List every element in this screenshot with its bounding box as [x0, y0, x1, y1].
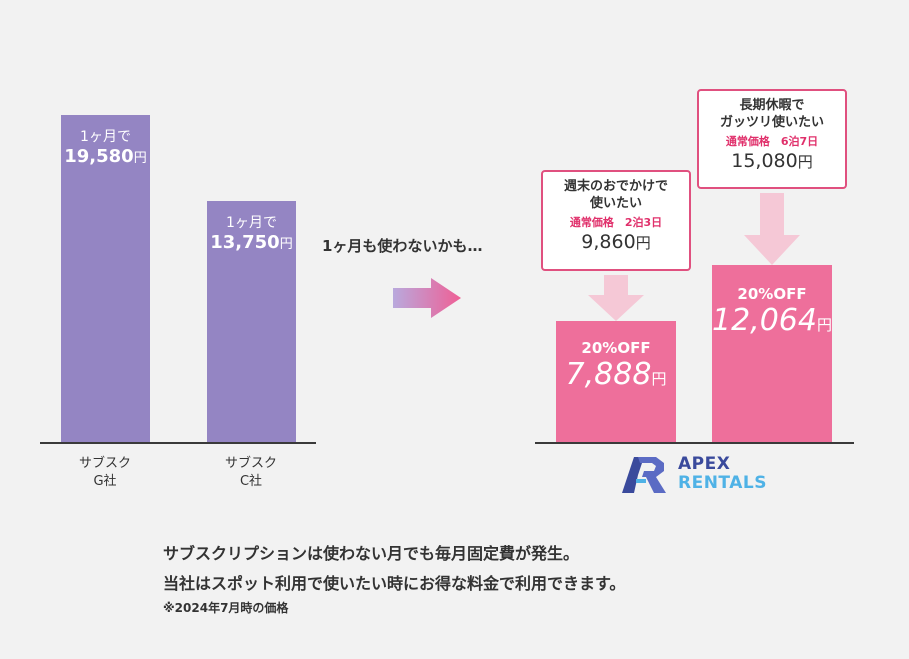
bar-period-label: 1ヶ月で	[226, 215, 277, 231]
normal-price-label: 通常価格 2泊3日	[569, 216, 663, 229]
left-baseline	[40, 442, 316, 444]
bar-g-company: 1ヶ月で 19,580円	[61, 115, 150, 443]
down-arrow-icon	[588, 275, 644, 321]
bar-long-vacation: 20%OFF 12,064円	[712, 265, 832, 443]
footer-line-2: 当社はスポット利用で使いたい時にお得な料金で利用できます。	[163, 574, 626, 593]
footer-line-1: サブスクリプションは使わない月でも毎月固定費が発生。	[163, 544, 580, 563]
category-label-c: サブスク C社	[224, 456, 277, 489]
bar-period-label: 1ヶ月で	[80, 129, 131, 145]
bar-price-label: 13,750円	[210, 232, 293, 253]
footer-note: ※2024年7月時の価格	[163, 601, 289, 615]
discount-label: 20%OFF	[581, 339, 651, 357]
logo-line-apex: APEX	[678, 454, 731, 474]
right-arrow-icon	[393, 278, 461, 318]
discount-price: 7,888円	[565, 357, 667, 392]
bar-price-label: 19,580円	[64, 146, 147, 167]
normal-price-label: 通常価格 6泊7日	[725, 135, 819, 148]
bar-weekend: 20%OFF 7,888円	[556, 321, 676, 443]
normal-price: 9,860円	[581, 231, 651, 253]
discount-price: 12,064円	[712, 303, 832, 338]
callout-long-vacation: 長期休暇で ガッツリ使いたい 通常価格 6泊7日 15,080円	[697, 89, 847, 189]
transition-text: 1ヶ月も使わないかも…	[322, 237, 483, 255]
apex-logo-mark-icon	[622, 457, 666, 493]
right-baseline	[535, 442, 854, 444]
category-label-g: サブスク G社	[78, 456, 131, 489]
discount-label: 20%OFF	[737, 285, 807, 303]
bar-c-company: 1ヶ月で 13,750円	[207, 201, 296, 443]
normal-price: 15,080円	[731, 150, 813, 172]
callout-weekend: 週末のおでかけで 使いたい 通常価格 2泊3日 9,860円	[541, 170, 691, 271]
apex-rentals-logo: APEX RENTALS	[622, 455, 782, 495]
down-arrow-icon	[744, 193, 800, 265]
logo-line-rentals: RENTALS	[678, 473, 767, 493]
